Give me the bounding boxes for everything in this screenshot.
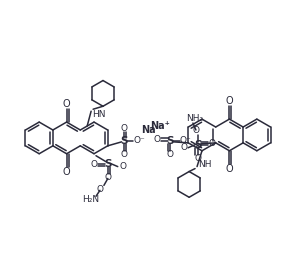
Text: S: S xyxy=(120,136,127,146)
Text: O: O xyxy=(63,99,70,109)
Text: NH₂: NH₂ xyxy=(186,114,203,123)
Text: O: O xyxy=(153,135,160,144)
Text: O: O xyxy=(192,126,200,135)
Text: O⁻: O⁻ xyxy=(133,136,145,145)
Text: O: O xyxy=(226,164,233,174)
Text: O: O xyxy=(91,160,97,169)
Text: O: O xyxy=(96,185,103,194)
Text: O: O xyxy=(194,154,201,163)
Text: Na: Na xyxy=(141,125,155,135)
Text: Na⁺: Na⁺ xyxy=(150,121,170,131)
Text: O: O xyxy=(63,167,70,177)
Text: O: O xyxy=(181,143,188,152)
Text: O: O xyxy=(208,139,215,148)
Text: O: O xyxy=(119,162,126,171)
Text: NH: NH xyxy=(198,160,212,169)
Text: O: O xyxy=(120,150,127,159)
Text: O: O xyxy=(120,124,127,133)
Text: O⁻: O⁻ xyxy=(179,136,191,145)
Text: HN: HN xyxy=(92,110,106,119)
Text: H₂N: H₂N xyxy=(83,195,100,204)
Text: S: S xyxy=(194,140,202,150)
Text: S: S xyxy=(167,136,174,146)
Text: S: S xyxy=(104,159,112,169)
Text: O: O xyxy=(167,150,174,159)
Text: O: O xyxy=(226,96,233,106)
Text: O: O xyxy=(104,173,111,182)
